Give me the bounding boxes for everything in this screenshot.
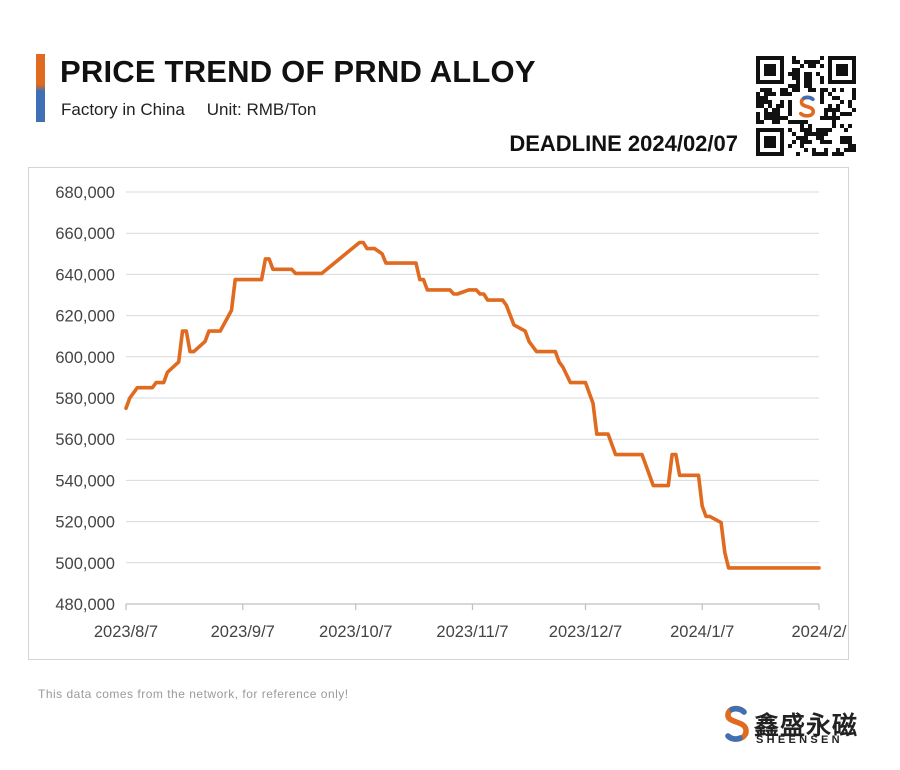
y-tick-label: 680,000: [55, 184, 115, 202]
brand-name-cn: 鑫盛永磁: [754, 712, 859, 740]
x-tick-label: 2023/10/7: [319, 623, 392, 641]
chart-frame: [28, 167, 849, 660]
y-tick-label: 580,000: [55, 390, 115, 408]
x-tick-label: 2023/11/7: [436, 623, 508, 641]
x-tick-label: 2023/12/7: [549, 623, 622, 641]
disclaimer-text: This data comes from the network, for re…: [38, 687, 349, 701]
price-series-line: [124, 240, 821, 570]
page-title: PRICE TREND OF PRND ALLOY: [60, 54, 536, 89]
deadline-label: DEADLINE 2024/02/07: [509, 131, 738, 156]
price-line-chart: 480,000 500,000 520,000 540,000 560,000 580,0…: [55, 184, 847, 641]
subtitle-unit: Unit: RMB/Ton: [206, 100, 317, 119]
y-tick-label: 560,000: [55, 431, 115, 449]
y-tick-label: 660,000: [55, 225, 115, 243]
x-tick-label: 2023/8/7: [94, 623, 158, 641]
y-tick-label: 600,000: [55, 349, 115, 367]
x-tick-label: 2023/9/7: [211, 623, 275, 641]
y-tick-label: 500,000: [55, 555, 115, 573]
sheensen-logo-icon: [725, 705, 749, 742]
x-tick-label: 2024/2/: [791, 623, 846, 641]
title-accent-bar: [36, 54, 45, 122]
subtitle-location: Factory in China: [61, 100, 185, 119]
x-tick-label: 2024/1/7: [670, 623, 734, 641]
brand-name-en: SHEENSEN: [756, 734, 843, 746]
y-tick-label: 520,000: [55, 514, 115, 532]
y-tick-label: 540,000: [55, 472, 115, 490]
y-tick-label: 480,000: [55, 596, 115, 614]
y-tick-label: 640,000: [55, 266, 115, 284]
y-tick-label: 620,000: [55, 308, 115, 326]
qr-code-icon: [756, 56, 856, 156]
subtitle: Factory in China Unit: RMB/Ton: [61, 100, 316, 120]
